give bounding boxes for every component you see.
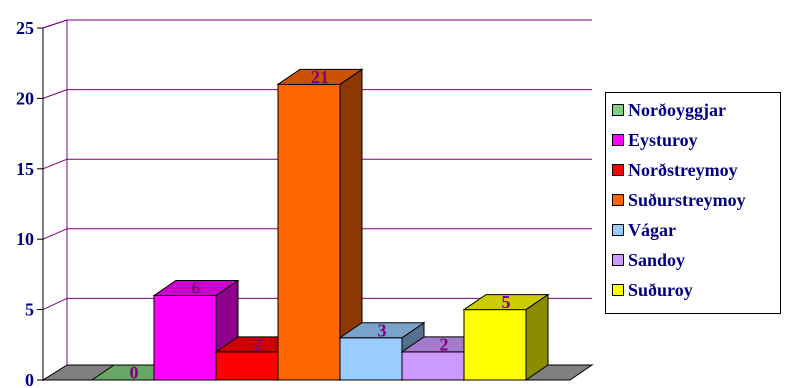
bar-top [338,322,426,339]
y-tick-label: 25 [16,18,34,38]
legend-label: Norðoyggjar [628,99,726,120]
data-label: 5 [502,292,511,312]
gridline-diagonal [42,89,68,99]
data-label: 2 [254,334,263,354]
data-label: 6 [192,278,201,298]
legend-label: Vágar [628,219,676,240]
legend-label: Norðstreymoy [628,159,738,180]
bar-front [463,309,527,381]
legend-item: Vágar [612,219,676,241]
bar-top [462,294,550,311]
data-label: 3 [378,320,387,340]
bar-front [277,83,341,381]
bar-7 [462,293,550,381]
gridline-diagonal [42,228,68,240]
legend-label: Suðurstreymoy [628,189,746,210]
legend-item: Suðurstreymoy [612,189,746,211]
bar-4 [276,68,364,381]
bar-top [152,280,240,297]
y-tick-label: 15 [16,159,34,179]
y-tick-label: 10 [16,229,34,249]
legend-item: Sandoy [612,249,685,271]
gridline-diagonal [42,297,68,311]
legend-item: Suðuroy [612,279,693,301]
y-tick-label: 0 [25,370,34,388]
legend-swatch [612,104,624,116]
data-label: 2 [440,334,449,354]
bar-front [339,337,403,381]
top-diagonal [42,19,68,29]
legend-swatch [612,194,624,206]
legend-swatch [612,164,624,176]
data-label: 21 [311,67,329,87]
bar-front [215,351,279,381]
legend-label: Eysturoy [628,129,698,150]
data-labels: 0 6 2 21 3 2 5 [130,67,511,383]
bar-front [153,295,217,381]
legend-label: Suðuroy [628,279,693,300]
legend-label: Sandoy [628,249,686,270]
legend-item: Eysturoy [612,129,698,151]
bar-front [401,351,465,381]
legend-swatch [612,224,624,236]
legend-item: Norðstreymoy [612,159,738,181]
legend-swatch [612,284,624,296]
legend-swatch [612,134,624,146]
bars [90,68,550,381]
bar-top [276,68,364,85]
legend: Norðoyggjar Eysturoy Norðstreymoy Suðurstre… [605,92,781,314]
y-tick-labels: 0 5 10 15 20 25 [16,18,34,388]
y-tick-label: 20 [16,88,34,108]
legend-item: Norðoyggjar [612,99,726,121]
gridline-diagonal [42,158,68,170]
y-axis [37,19,68,381]
legend-swatch [612,254,624,266]
data-label: 0 [130,363,139,383]
y-tick-label: 5 [25,300,34,320]
